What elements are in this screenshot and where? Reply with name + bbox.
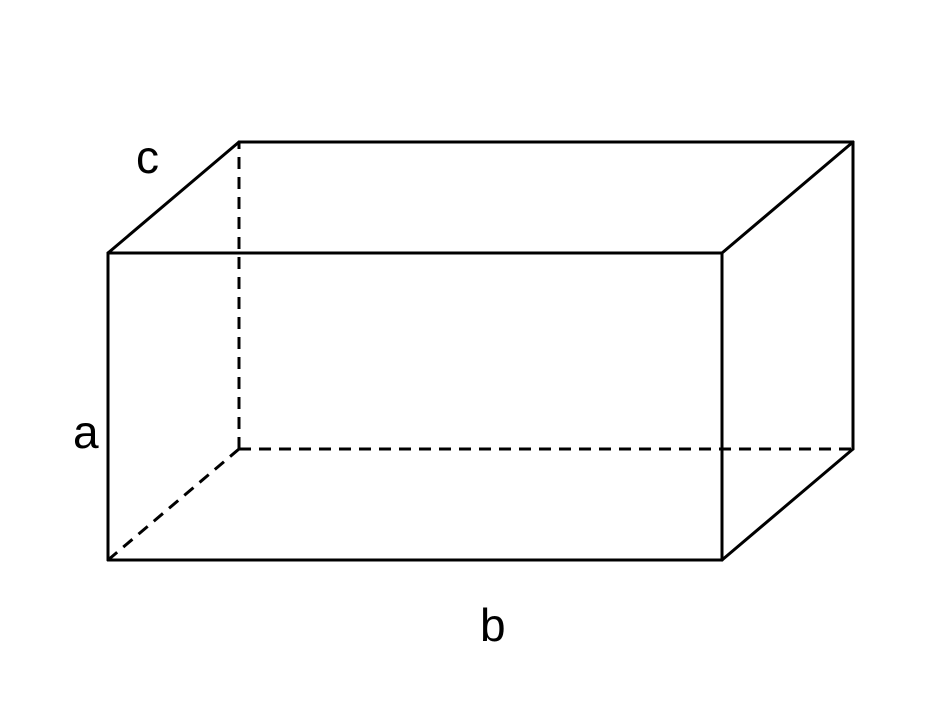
edge-hidden-bottom-left-depth	[108, 449, 239, 560]
label-a: a	[73, 405, 99, 459]
label-b: b	[480, 598, 506, 652]
cuboid-diagram	[0, 0, 940, 705]
edge-top-left-depth	[108, 142, 239, 253]
label-c: c	[136, 130, 159, 184]
edge-top-right-depth	[722, 142, 853, 253]
edge-bottom-right-depth	[722, 449, 853, 560]
